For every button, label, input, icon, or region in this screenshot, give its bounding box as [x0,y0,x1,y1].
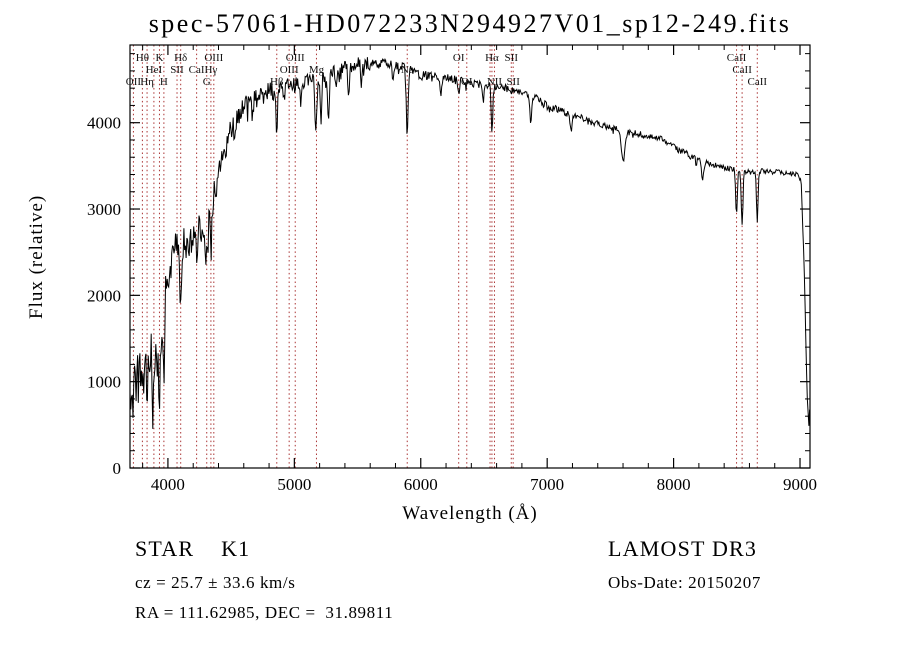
y-tick-label: 1000 [87,373,121,392]
spectral-line-label: OIII [280,64,299,76]
spectral-line-label: CaII [727,52,747,64]
y-axis-label: Flux (relative) [26,194,47,319]
spectral-line-label: OIII [286,52,305,64]
spectral-line-label: OIII [204,52,223,64]
spectral-line-label: Hθ [136,52,149,64]
ra-dec-text: RA = 111.62985, DEC = 31.89811 [135,603,394,622]
obs-date-text: Obs-Date: 20150207 [608,573,761,592]
spectral-line-label: OI [461,76,473,88]
y-tick-label: 2000 [87,286,121,305]
spectral-line-label: H [160,76,168,88]
spectral-line-label: Mg [309,64,325,76]
spectral-line-label: CaII [732,64,752,76]
spectral-line-label: Na [401,64,414,76]
spectral-line-label: Hβ [270,76,284,88]
x-tick-label: 8000 [657,475,691,494]
spectrum-line [129,57,811,429]
spectral-line-label: HeI [146,64,163,76]
y-tick-label: 0 [113,459,122,478]
x-axis-label: Wavelength (Å) [402,503,538,524]
x-tick-label: 6000 [404,475,438,494]
spectral-line-label: Hγ [205,64,218,76]
spectral-line-label: Hη [140,76,154,88]
x-tick-label: 9000 [783,475,817,494]
y-tick-label: 4000 [87,114,121,133]
y-tick-label: 3000 [87,200,121,219]
x-tick-label: 7000 [530,475,564,494]
object-class-label: STAR K1 [135,536,251,561]
spectral-line-label: K [155,52,163,64]
chart-title: spec-57061-HD072233N294927V01_sp12-249.f… [148,9,792,38]
spectral-line-label: Hα [485,52,499,64]
spectral-line-label: CaI [189,64,205,76]
spectral-line-label: Hδ [174,52,187,64]
spectral-line-label: SII [506,76,520,88]
plot-frame [129,44,811,469]
x-tick-label: 4000 [151,475,185,494]
survey-release-label: LAMOST DR3 [608,536,758,561]
spectral-line-label: SII [170,64,184,76]
spectral-line-label: CaII [748,76,768,88]
x-tick-label: 5000 [277,475,311,494]
spectral-line-label: OI [453,52,465,64]
radial-velocity-text: cz = 25.7 ± 33.6 km/s [135,573,296,592]
spectral-line-label: OII [126,76,142,88]
spectral-line-label: G [203,76,211,88]
spectral-line-label: NII [487,76,503,88]
spectral-line-label: SII [505,52,519,64]
